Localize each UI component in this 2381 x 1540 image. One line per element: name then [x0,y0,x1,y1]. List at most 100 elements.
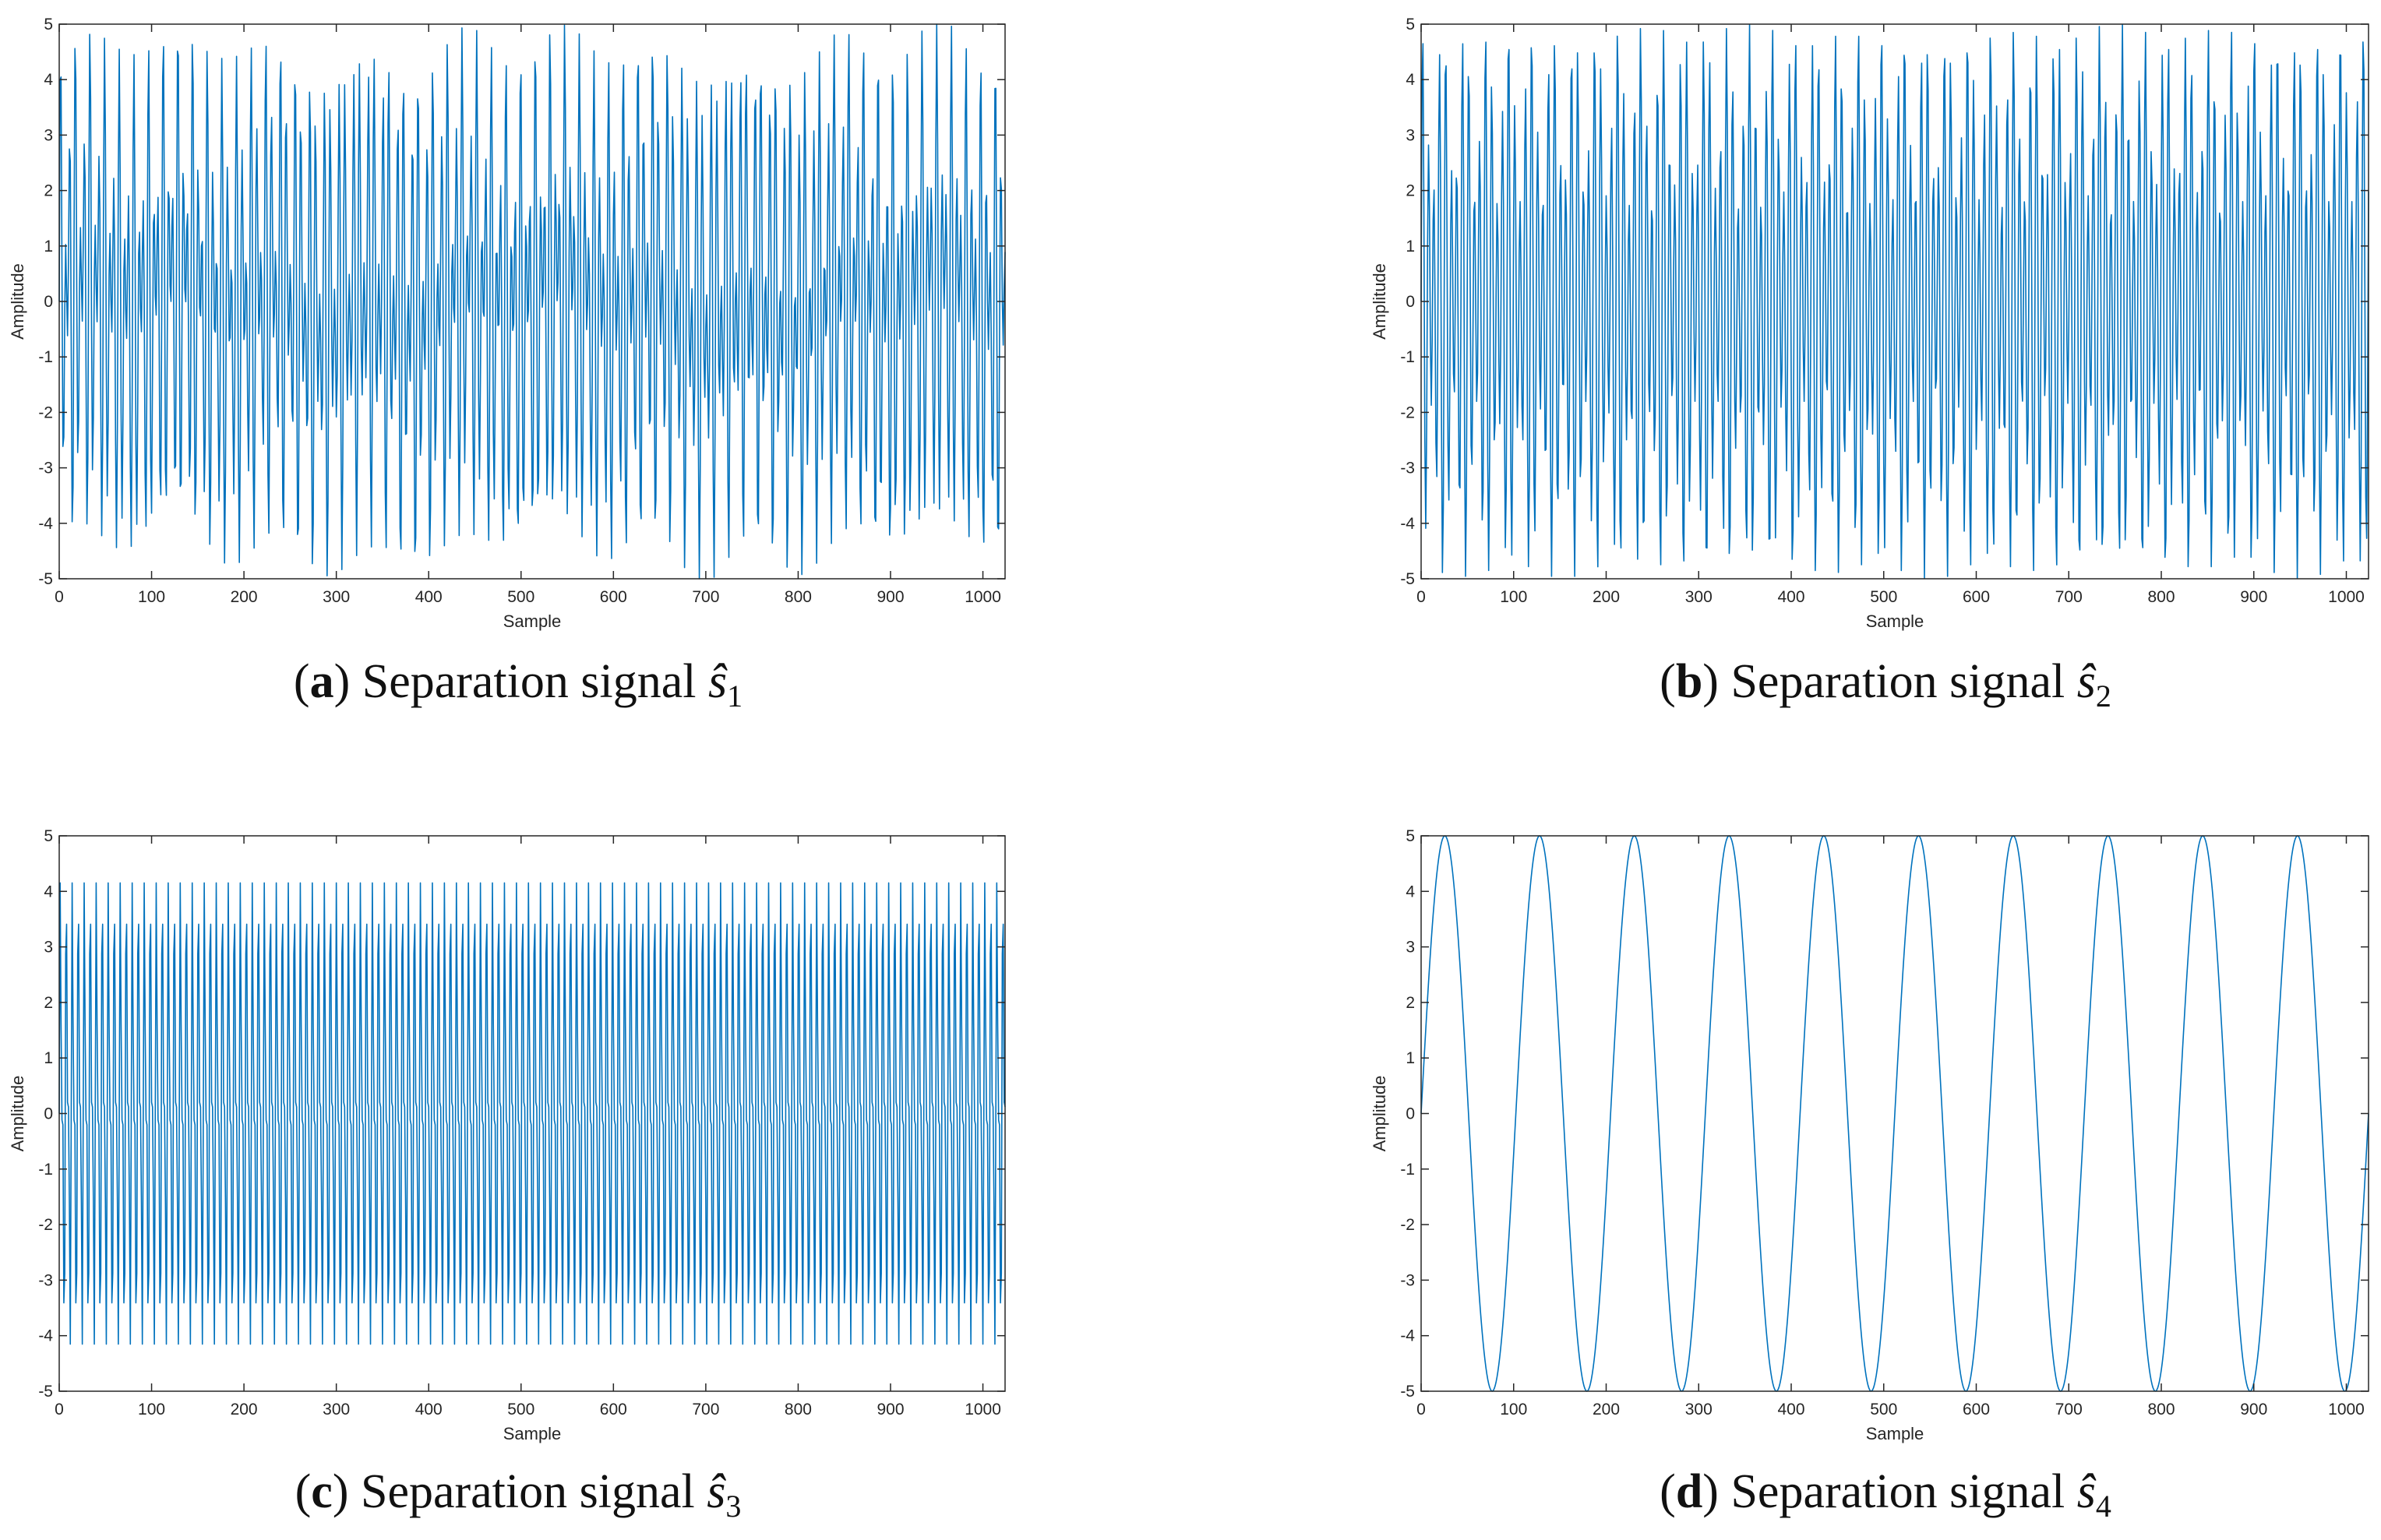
x-tick-label: 800 [785,588,812,606]
x-tick-label: 1000 [965,1401,1001,1418]
x-tick-label: 800 [2147,1401,2175,1418]
y-tick-label: 5 [44,16,53,33]
y-axis-label: Amplitude [1370,1076,1389,1152]
x-tick-label: 500 [507,1401,534,1418]
y-tick-label: -1 [1400,348,1415,366]
chart-panel-c: 0 100 200 300 400 500 600 700 800 900 1000 5 4 3 2 1 0 -1… [0,812,1013,1540]
chart-panel-d: 0 100 200 300 400 500 600 700 800 900 1000 5 4 3 2 1 0 -1… [1363,812,2376,1540]
x-tick-label: 400 [415,1401,443,1418]
x-tick-label: 900 [877,1401,904,1418]
signal-line [58,23,1006,580]
x-tick-label: 500 [1870,1401,1897,1418]
y-tick-label: 3 [44,126,53,144]
chart-a: 0 100 200 300 400 500 600 700 800 900 1000 5 4 3 2 1 0 -1… [8,16,1006,631]
y-tick-label: 1 [44,1049,53,1067]
y-tick-label: -1 [38,1161,53,1179]
x-tick-label: 300 [323,1401,350,1418]
y-tick-label: -3 [1400,1271,1415,1289]
y-tick-label: 1 [44,238,53,255]
y-tick-label: 5 [1406,827,1415,845]
x-tick-label: 100 [138,588,165,606]
y-tick-label: -2 [38,404,53,421]
signal-line [1420,835,2369,1392]
x-axis-label: Sample [1866,611,1924,631]
x-tick-label: 700 [2055,588,2083,606]
y-axis-label: Amplitude [8,1076,27,1152]
x-tick-label: 300 [1685,1401,1713,1418]
y-tick-label: -3 [38,460,53,478]
x-tick-label: 200 [1593,588,1620,606]
x-tick-label: 1000 [965,588,1001,606]
x-tick-label: 100 [138,1401,165,1418]
caption-b: (b) Separation signal ŝ2 [1660,655,2111,714]
x-tick-label: 200 [231,588,258,606]
x-tick-label: 200 [1593,1401,1620,1418]
x-tick-label: 300 [1685,588,1713,606]
signal-line [1420,23,2369,580]
x-tick-label: 0 [55,588,64,606]
x-tick-label: 800 [785,1401,812,1418]
x-tick-label: 100 [1500,588,1527,606]
y-tick-label: -1 [1400,1161,1415,1179]
y-tick-label: 4 [1406,71,1415,89]
caption-c: (c) Separation signal ŝ3 [295,1465,742,1524]
caption-a: (a) Separation signal ŝ1 [293,655,743,714]
y-tick-label: 2 [1406,994,1415,1012]
y-tick-label: 3 [1406,126,1415,144]
y-tick-label: 1 [1406,1049,1415,1067]
y-tick-label: -5 [1400,1383,1415,1401]
x-tick-label: 300 [323,588,350,606]
x-tick-label: 900 [2240,1401,2267,1418]
chart-panel-a: 0 100 200 300 400 500 600 700 800 900 1000 5 4 3 2 1 0 -1… [0,0,1013,748]
y-tick-label: 4 [1406,883,1415,900]
y-tick-label: -4 [38,1327,53,1345]
y-tick-label: -3 [1400,460,1415,478]
y-tick-label: 5 [44,827,53,845]
y-tick-label: -4 [38,515,53,533]
y-tick-label: 0 [44,293,53,311]
x-tick-label: 900 [877,588,904,606]
x-tick-label: 400 [1777,588,1804,606]
signal-line [58,882,1006,1345]
y-tick-label: -5 [38,1383,53,1401]
x-axis-label: Sample [1866,1424,1924,1443]
y-tick-label: -2 [1400,1216,1415,1234]
y-tick-label: 2 [44,182,53,200]
chart-b: 0 100 200 300 400 500 600 700 800 900 1000 5 4 3 2 1 0 -1… [1370,16,2369,631]
x-tick-label: 900 [2240,588,2267,606]
y-tick-label: 1 [1406,238,1415,255]
y-tick-label: -2 [1400,404,1415,421]
x-tick-label: 600 [600,588,627,606]
y-axis-label: Amplitude [8,263,27,340]
y-tick-label: 0 [1406,1105,1415,1123]
y-tick-label: 3 [1406,939,1415,957]
x-tick-label: 500 [507,588,534,606]
y-tick-label: 2 [44,994,53,1012]
y-tick-label: -4 [1400,515,1415,533]
x-tick-label: 700 [2055,1401,2083,1418]
x-axis-label: Sample [503,611,562,631]
x-tick-label: 600 [600,1401,627,1418]
chart-d: 0 100 200 300 400 500 600 700 800 900 1000 5 4 3 2 1 0 -1… [1370,827,2369,1443]
y-tick-label: -5 [1400,570,1415,588]
caption-d: (d) Separation signal ŝ4 [1660,1465,2111,1524]
x-tick-label: 400 [1777,1401,1804,1418]
chart-panel-b: 0 100 200 300 400 500 600 700 800 900 1000 5 4 3 2 1 0 -1… [1363,0,2376,748]
y-tick-label: -1 [38,348,53,366]
y-tick-label: -3 [38,1271,53,1289]
y-tick-label: 0 [44,1105,53,1123]
x-tick-label: 0 [1416,588,1426,606]
x-tick-label: 700 [692,1401,719,1418]
x-tick-label: 500 [1870,588,1897,606]
y-tick-label: -5 [38,570,53,588]
y-tick-label: 4 [44,71,53,89]
x-tick-label: 1000 [2328,588,2365,606]
chart-c: 0 100 200 300 400 500 600 700 800 900 1000 5 4 3 2 1 0 -1… [8,827,1006,1443]
y-tick-label: 3 [44,939,53,957]
x-tick-label: 200 [231,1401,258,1418]
x-tick-label: 800 [2147,588,2175,606]
x-tick-label: 400 [415,588,443,606]
x-axis-label: Sample [503,1424,562,1443]
x-tick-label: 1000 [2328,1401,2365,1418]
x-tick-label: 600 [1963,588,1990,606]
